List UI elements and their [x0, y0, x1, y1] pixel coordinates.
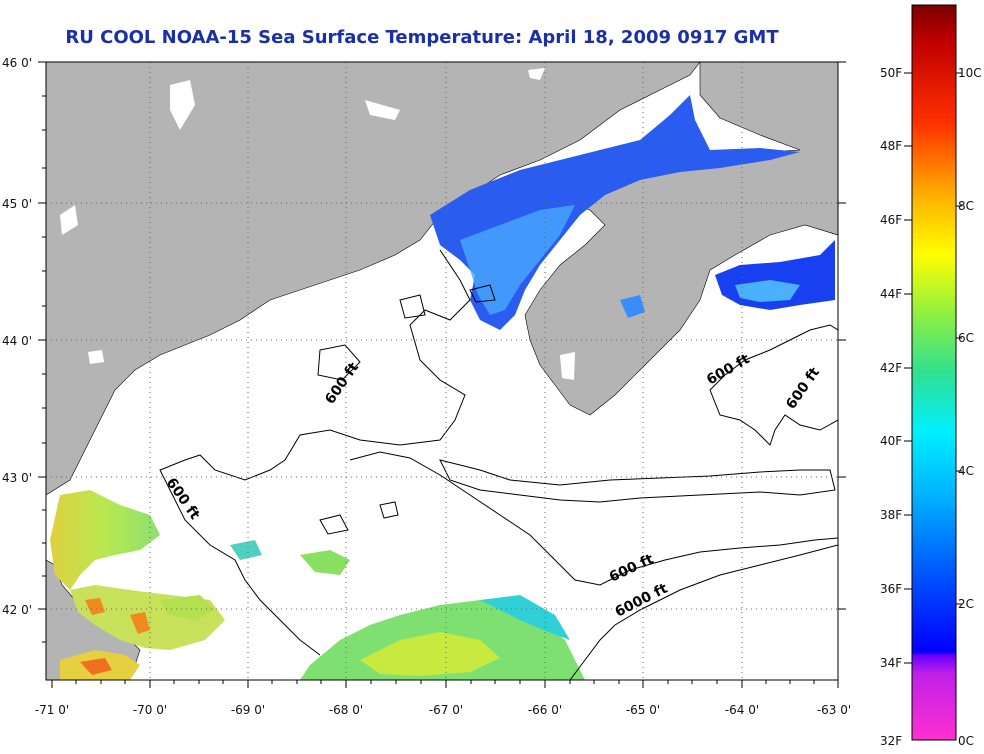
contour-600ft-basin	[349, 451, 838, 586]
graticule	[46, 62, 838, 680]
contour-600ft-upper	[439, 459, 836, 503]
land-speck-1	[170, 80, 195, 130]
land-speck-4	[528, 68, 545, 80]
contour-6000ft	[569, 544, 838, 680]
contour-small-1	[399, 294, 426, 319]
lat-label-43: 43 0'	[2, 471, 32, 485]
cb-f-44: 44F	[880, 287, 903, 301]
sst-cape-cod-warm	[85, 598, 150, 634]
lon-label-63: -63 0'	[817, 703, 851, 717]
contour-600ft-inner	[317, 344, 361, 381]
contour-600ft-east	[709, 324, 838, 446]
lon-label-67: -67 0'	[429, 703, 463, 717]
lon-label-69: -69 0'	[231, 703, 265, 717]
cb-f-38: 38F	[880, 508, 903, 522]
contour-small-3	[319, 514, 349, 535]
sst-scatter-1	[300, 550, 350, 575]
lon-label-64: -64 0'	[725, 703, 759, 717]
lat-label-44: 44 0'	[2, 334, 32, 348]
land-maine	[46, 62, 701, 496]
cb-f-36: 36F	[880, 582, 903, 596]
lat-label-45: 45 0'	[2, 197, 32, 211]
sst-nantucket-warm	[80, 658, 112, 675]
contour-600ft-gulf	[159, 249, 471, 656]
sst-scatter-3	[160, 595, 215, 620]
cb-c-4: 4C	[958, 464, 975, 478]
sst-fundy-light	[460, 205, 575, 315]
lat-label-42: 42 0'	[2, 603, 32, 617]
lon-label-70: -70 0'	[133, 703, 167, 717]
lon-label-71: -71 0'	[35, 703, 69, 717]
cb-f-40: 40F	[880, 434, 903, 448]
colorbar-ticks	[904, 72, 962, 664]
lat-label-46: 46 0'	[2, 56, 32, 70]
sst-scatter-2	[230, 540, 262, 560]
sst-scatter-4	[620, 295, 645, 318]
sst-mass-bay	[50, 490, 160, 590]
cb-f-34: 34F	[880, 656, 903, 670]
cb-c-8: 8C	[958, 199, 975, 213]
cb-f-32: 32F	[880, 734, 903, 748]
land-speck-2	[60, 205, 78, 235]
lon-label-68: -68 0'	[329, 703, 363, 717]
x-ticks	[51, 680, 839, 688]
lon-label-65: -65 0'	[626, 703, 660, 717]
contour-small-4	[379, 501, 399, 519]
cb-f-50: 50F	[880, 66, 903, 80]
cb-c-10: 10C	[958, 66, 982, 80]
land-speck-3	[365, 100, 400, 120]
y-ticks	[38, 61, 846, 643]
sst-scotian-light	[735, 280, 800, 302]
sst-georges-cyan	[480, 595, 570, 640]
land-speck-5	[560, 352, 575, 380]
lon-label-66: -66 0'	[528, 703, 562, 717]
cb-f-48: 48F	[880, 139, 903, 153]
cb-f-42: 42F	[880, 361, 903, 375]
sst-georges-yellow	[360, 632, 500, 676]
colorbar	[911, 4, 957, 741]
land-cape-breton	[760, 70, 838, 100]
map-title: RU COOL NOAA-15 Sea Surface Temperature:…	[65, 27, 779, 48]
cb-c-0: 0C	[958, 734, 975, 748]
land-speck-6	[88, 350, 104, 364]
plot-frame	[45, 61, 839, 681]
bathymetry-contours	[159, 249, 838, 680]
cb-c-6: 6C	[958, 331, 975, 345]
cb-c-2: 2C	[958, 597, 975, 611]
cb-f-46: 46F	[880, 213, 903, 227]
contour-small-2	[469, 284, 496, 303]
